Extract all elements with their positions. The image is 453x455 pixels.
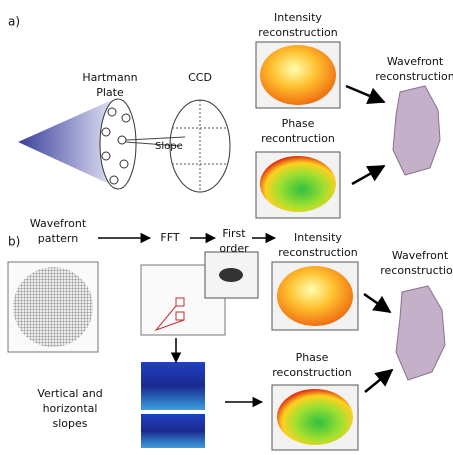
hartmann-plate xyxy=(100,99,136,189)
label: First xyxy=(222,227,246,240)
label: Vertical and xyxy=(37,387,102,400)
wavefront-shape xyxy=(396,286,445,380)
label: Intensity xyxy=(274,11,322,24)
label: Intensity xyxy=(294,231,342,244)
pattern-grid xyxy=(13,267,93,347)
label: Plate xyxy=(96,86,124,99)
label: Slope xyxy=(155,141,183,152)
label: Phase xyxy=(296,351,329,364)
label: Hartmann xyxy=(82,71,137,84)
label: a) xyxy=(8,15,20,29)
slope-image xyxy=(141,362,205,410)
first-order-peak xyxy=(219,268,243,282)
label: reconstruction xyxy=(380,264,453,277)
label: recontruction xyxy=(261,132,335,145)
label: reconstruction xyxy=(258,26,337,39)
label: reconstruction xyxy=(278,246,357,259)
label: horizontal xyxy=(43,402,98,415)
label: FFT xyxy=(160,231,179,244)
figure: a) Intensity reconstruction Hartmann Plate CC… xyxy=(0,0,453,451)
label: order xyxy=(219,242,249,255)
label: Wavefront xyxy=(30,217,87,230)
phase-blob xyxy=(260,156,336,212)
intensity-blob xyxy=(277,266,353,326)
label: b) xyxy=(8,235,20,249)
label: pattern xyxy=(38,232,78,245)
wavefront-shape xyxy=(393,86,440,175)
label: Wavefront xyxy=(387,55,444,68)
section-a xyxy=(18,42,440,218)
label: Phase xyxy=(282,117,315,130)
slope-image xyxy=(141,414,205,448)
label: Wavefront xyxy=(392,249,449,262)
label: reconstruction xyxy=(272,366,351,379)
label: CCD xyxy=(188,71,212,84)
arrow xyxy=(352,166,384,184)
intensity-blob xyxy=(260,45,336,105)
label: slopes xyxy=(53,417,88,430)
phase-blob xyxy=(277,389,353,445)
label: reconstruction xyxy=(375,70,453,83)
arrow xyxy=(346,86,384,102)
